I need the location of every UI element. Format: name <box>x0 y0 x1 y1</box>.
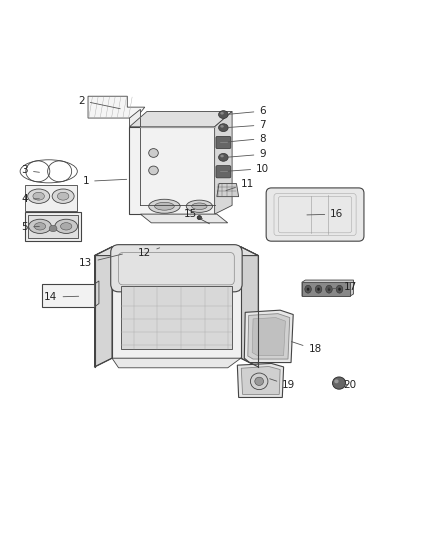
Polygon shape <box>28 215 78 238</box>
Text: 5: 5 <box>21 222 39 232</box>
Polygon shape <box>302 280 353 296</box>
Polygon shape <box>141 214 228 223</box>
Ellipse shape <box>336 285 343 293</box>
Polygon shape <box>95 281 99 306</box>
Ellipse shape <box>149 199 180 213</box>
Polygon shape <box>95 247 112 367</box>
Polygon shape <box>25 212 81 240</box>
Text: 9: 9 <box>228 149 266 159</box>
Polygon shape <box>121 286 232 350</box>
Ellipse shape <box>328 288 330 290</box>
Text: 12: 12 <box>138 248 159 259</box>
Ellipse shape <box>192 203 207 209</box>
Polygon shape <box>130 111 232 127</box>
Ellipse shape <box>315 285 322 293</box>
Text: 13: 13 <box>79 254 123 268</box>
Text: 17: 17 <box>327 282 357 293</box>
Polygon shape <box>241 247 258 367</box>
Polygon shape <box>237 364 284 398</box>
Ellipse shape <box>28 219 51 233</box>
Ellipse shape <box>219 154 228 161</box>
Ellipse shape <box>219 188 227 195</box>
Polygon shape <box>112 358 241 368</box>
Polygon shape <box>130 127 215 214</box>
Ellipse shape <box>255 377 264 385</box>
Text: 18: 18 <box>292 342 321 354</box>
Ellipse shape <box>220 125 224 128</box>
Ellipse shape <box>338 288 341 290</box>
Text: 3: 3 <box>21 165 39 175</box>
Polygon shape <box>95 247 258 256</box>
Text: 10: 10 <box>228 164 269 174</box>
Ellipse shape <box>186 200 212 212</box>
Polygon shape <box>244 310 293 362</box>
Ellipse shape <box>219 111 228 118</box>
Text: 20: 20 <box>343 380 357 390</box>
Text: 8: 8 <box>228 134 266 143</box>
Ellipse shape <box>326 285 332 293</box>
Ellipse shape <box>60 223 72 230</box>
Ellipse shape <box>49 225 57 232</box>
Polygon shape <box>130 109 141 214</box>
Polygon shape <box>88 96 145 118</box>
Ellipse shape <box>55 219 78 233</box>
Ellipse shape <box>149 149 158 157</box>
Text: 4: 4 <box>21 194 39 204</box>
Ellipse shape <box>28 189 49 204</box>
Polygon shape <box>25 185 77 212</box>
Polygon shape <box>112 247 241 358</box>
Ellipse shape <box>33 192 44 200</box>
Ellipse shape <box>332 377 346 389</box>
Ellipse shape <box>220 155 224 157</box>
Text: 6: 6 <box>228 106 266 116</box>
Ellipse shape <box>57 192 69 200</box>
Ellipse shape <box>305 285 311 293</box>
Text: 2: 2 <box>78 95 120 109</box>
Ellipse shape <box>155 203 174 210</box>
Polygon shape <box>248 313 290 359</box>
FancyBboxPatch shape <box>111 245 242 292</box>
Text: 14: 14 <box>44 292 79 302</box>
Ellipse shape <box>334 379 339 383</box>
Text: 15: 15 <box>184 209 202 219</box>
Ellipse shape <box>34 223 46 230</box>
Ellipse shape <box>149 166 158 175</box>
FancyBboxPatch shape <box>266 188 364 241</box>
Text: 11: 11 <box>226 179 254 190</box>
Text: 7: 7 <box>228 120 266 130</box>
Ellipse shape <box>52 189 74 204</box>
FancyBboxPatch shape <box>216 166 231 178</box>
Text: 16: 16 <box>307 209 343 219</box>
Polygon shape <box>252 318 286 356</box>
Ellipse shape <box>307 288 309 290</box>
Polygon shape <box>42 284 95 306</box>
Text: 19: 19 <box>270 379 296 390</box>
Ellipse shape <box>317 288 320 290</box>
Ellipse shape <box>220 112 224 115</box>
Polygon shape <box>217 183 239 197</box>
Ellipse shape <box>197 216 201 220</box>
Polygon shape <box>215 111 232 214</box>
Polygon shape <box>302 282 350 296</box>
Polygon shape <box>241 367 280 394</box>
Ellipse shape <box>219 124 228 132</box>
Text: 1: 1 <box>82 176 127 187</box>
FancyBboxPatch shape <box>216 136 231 149</box>
